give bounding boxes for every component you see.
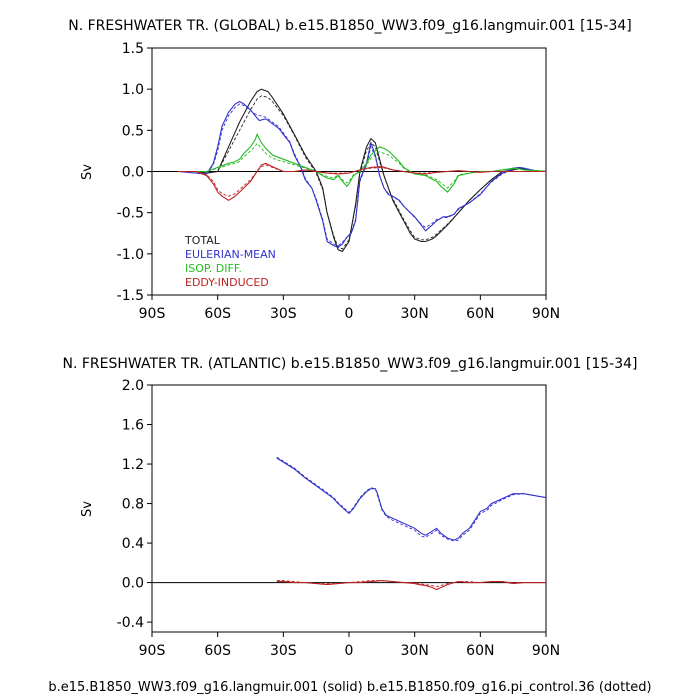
x-tick-label: 60S [204, 306, 231, 322]
y-tick-label: -1.0 [117, 247, 144, 263]
legend-item-eulerian: EULERIAN-MEAN [185, 248, 276, 261]
y-tick-label: 0.4 [122, 536, 144, 552]
y-tick-label: 1.5 [122, 41, 144, 57]
y-tick-label: -0.4 [117, 615, 144, 631]
series-group-atlantic [276, 456, 547, 591]
y-tick-label: 1.0 [122, 82, 144, 98]
series-line-total-solid [178, 88, 547, 253]
footer-caption: b.e15.B1850_WW3.f09_g16.langmuir.001 (so… [48, 680, 651, 695]
x-tick-label: 60N [466, 306, 494, 322]
series-line-eulerian-dotted [276, 456, 547, 542]
series-line-total-dotted [178, 95, 547, 250]
series-line-eulerian-solid [178, 100, 547, 248]
y-axis-global: -1.5 -1.0 -0.5 0.0 0.5 1.0 1.5 [117, 41, 152, 304]
x-tick-label: 90S [139, 306, 166, 322]
series-line-eulerian-solid [276, 457, 547, 541]
x-tick-label: 90S [139, 643, 166, 659]
y-tick-label: 1.2 [122, 457, 144, 473]
x-tick-label: 30S [270, 306, 297, 322]
y-tick-label: 0.8 [122, 497, 144, 513]
chart-title-global: N. FRESHWATER TR. (GLOBAL) b.e15.B1850_W… [68, 18, 631, 34]
series-line-isop-dotted [178, 142, 547, 189]
series-line-eddy-dotted [276, 580, 546, 588]
legend-item-isop: ISOP. DIFF. [185, 262, 242, 275]
panel-global: N. FRESHWATER TR. (GLOBAL) b.e15.B1850_W… [68, 18, 631, 322]
series-line-eddy-solid [178, 162, 546, 201]
legend-item-total: TOTAL [184, 234, 221, 247]
legend-item-eddy: EDDY-INDUCED [185, 276, 269, 289]
y-tick-label: 0.5 [122, 123, 144, 139]
series-group-global [178, 88, 547, 253]
chart-title-atlantic: N. FRESHWATER TR. (ATLANTIC) b.e15.B1850… [63, 356, 638, 372]
y-tick-label: -1.5 [117, 288, 144, 304]
x-tick-label: 30N [401, 306, 429, 322]
x-axis-global: 90S 60S 30S 0 30N 60N 90N [139, 295, 560, 322]
y-tick-label: 0.0 [122, 165, 144, 181]
series-line-eddy-dotted [178, 164, 546, 197]
x-tick-label: 0 [345, 643, 354, 659]
x-tick-label: 60N [466, 643, 494, 659]
x-tick-label: 90N [532, 306, 560, 322]
y-axis-label-global: Sv [80, 164, 95, 180]
x-tick-label: 60S [204, 643, 231, 659]
x-tick-label: 0 [345, 306, 354, 322]
y-tick-label: 0.0 [122, 576, 144, 592]
y-axis-atlantic: -0.4 0.0 0.4 0.8 1.2 1.6 2.0 [117, 378, 152, 631]
x-tick-label: 90N [532, 643, 560, 659]
series-line-eulerian-dotted [178, 103, 547, 247]
x-axis-atlantic: 90S 60S 30S 0 30N 60N 90N [139, 632, 560, 659]
series-line-isop-solid [178, 133, 547, 193]
y-tick-label: 1.6 [122, 418, 144, 434]
y-axis-label-atlantic: Sv [80, 501, 95, 517]
x-tick-label: 30S [270, 643, 297, 659]
y-tick-label: -0.5 [117, 206, 144, 222]
x-tick-label: 30N [401, 643, 429, 659]
panel-atlantic: N. FRESHWATER TR. (ATLANTIC) b.e15.B1850… [63, 356, 638, 659]
y-tick-label: 2.0 [122, 378, 144, 394]
